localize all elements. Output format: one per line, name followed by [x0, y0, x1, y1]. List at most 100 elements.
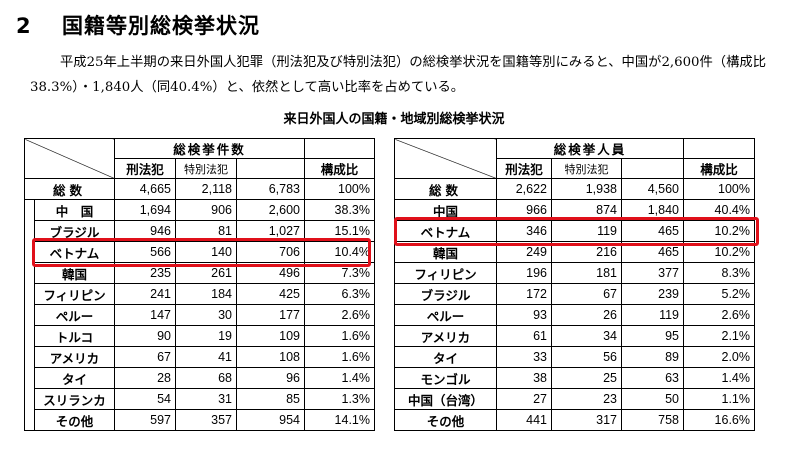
sum-cell: 119: [621, 304, 684, 326]
sum-cell: 95: [621, 325, 684, 347]
ratio-cell: 16.6%: [683, 409, 755, 431]
criminal-cell: 38: [496, 367, 552, 389]
group-header: 総検挙人員: [496, 138, 684, 159]
special-cell: 2,118: [175, 178, 237, 200]
table-row: 中国 966 874 1,840 40.4%: [394, 199, 755, 221]
criminal-cell: 90: [114, 325, 176, 347]
special-cell: 261: [175, 262, 237, 284]
sum-cell: 758: [621, 409, 684, 431]
criminal-cell: 54: [114, 388, 176, 410]
ratio-cell: 14.1%: [304, 409, 375, 431]
ratio-cell: 7.3%: [304, 262, 375, 284]
country-cell: アメリカ: [34, 346, 115, 368]
indent-cell: [24, 262, 35, 284]
table-row: ベトナム 566 140 706 10.4%: [24, 241, 375, 263]
table-row: ブラジル 946 81 1,027 15.1%: [24, 220, 375, 242]
table-row: タイ 33 56 89 2.0%: [394, 346, 755, 368]
table-row: 中国（台湾） 27 23 50 1.1%: [394, 388, 755, 410]
table-row: スリランカ 54 31 85 1.3%: [24, 388, 375, 410]
sum-cell: 177: [236, 304, 305, 326]
sum-cell: 1,840: [621, 199, 684, 221]
persons-table: 総検挙人員 刑法犯 特別法犯 構成比 総数 2,622 1,938 4,560 …: [394, 138, 755, 431]
sum-cell: 4,560: [621, 178, 684, 200]
ratio-cell: 100%: [683, 178, 755, 200]
special-cell: 874: [551, 199, 622, 221]
col-special: 特別法犯: [551, 158, 622, 179]
special-cell: 25: [551, 367, 622, 389]
indent-cell: [24, 325, 35, 347]
group-header: 総検挙件数: [114, 138, 305, 159]
table-row: アメリカ 61 34 95 2.1%: [394, 325, 755, 347]
ratio-cell: 10.4%: [304, 241, 375, 263]
col-ratio: 構成比: [683, 158, 755, 179]
col-special: 特別法犯: [175, 158, 237, 179]
special-cell: 56: [551, 346, 622, 368]
table-row: ブラジル 172 67 239 5.2%: [394, 283, 755, 305]
table-row: ベトナム 346 119 465 10.2%: [394, 220, 755, 242]
table-row: フィリピン 196 181 377 8.3%: [394, 262, 755, 284]
table-row: トルコ 90 19 109 1.6%: [24, 325, 375, 347]
special-cell: 34: [551, 325, 622, 347]
special-cell: 119: [551, 220, 622, 242]
criminal-cell: 61: [496, 325, 552, 347]
table-row: その他 597 357 954 14.1%: [24, 409, 375, 431]
ratio-cell: 100%: [304, 178, 375, 200]
col-sum: [236, 158, 305, 179]
ratio-cell: 38.3%: [304, 199, 375, 221]
country-cell: ブラジル: [394, 283, 497, 305]
special-cell: 906: [175, 199, 237, 221]
criminal-cell: 147: [114, 304, 176, 326]
sum-cell: 109: [236, 325, 305, 347]
criminal-cell: 172: [496, 283, 552, 305]
summary-paragraph: 平成25年上半期の来日外国人犯罪（刑法犯及び特別法犯）の総検挙状況を国籍等別にみ…: [30, 55, 766, 95]
ratio-cell: 1.4%: [304, 367, 375, 389]
special-cell: 19: [175, 325, 237, 347]
section-heading: 2 国籍等別総検挙状況: [16, 10, 260, 40]
criminal-cell: 597: [114, 409, 176, 431]
corner-cell: [24, 138, 115, 179]
criminal-cell: 566: [114, 241, 176, 263]
table-row: フィリピン 241 184 425 6.3%: [24, 283, 375, 305]
country-cell: 韓国: [394, 241, 497, 263]
sum-cell: 239: [621, 283, 684, 305]
criminal-cell: 4,665: [114, 178, 176, 200]
table-row: モンゴル 38 25 63 1.4%: [394, 367, 755, 389]
header-blank: [683, 138, 755, 159]
country-cell: その他: [34, 409, 115, 431]
sum-cell: 85: [236, 388, 305, 410]
criminal-cell: 346: [496, 220, 552, 242]
indent-cell: [24, 388, 35, 410]
criminal-cell: 67: [114, 346, 176, 368]
special-cell: 30: [175, 304, 237, 326]
ratio-cell: 1.1%: [683, 388, 755, 410]
table-row: ペルー 147 30 177 2.6%: [24, 304, 375, 326]
sum-cell: 108: [236, 346, 305, 368]
table-row: 韓国 249 216 465 10.2%: [394, 241, 755, 263]
special-cell: 140: [175, 241, 237, 263]
country-cell: その他: [394, 409, 497, 431]
country-cell: アメリカ: [394, 325, 497, 347]
ratio-cell: 2.6%: [304, 304, 375, 326]
special-cell: 67: [551, 283, 622, 305]
ratio-cell: 40.4%: [683, 199, 755, 221]
criminal-cell: 966: [496, 199, 552, 221]
ratio-cell: 2.0%: [683, 346, 755, 368]
ratio-cell: 1.3%: [304, 388, 375, 410]
special-cell: 23: [551, 388, 622, 410]
special-cell: 31: [175, 388, 237, 410]
country-cell: ベトナム: [394, 220, 497, 242]
cases-table: 総検挙件数 刑法犯 特別法犯 構成比 総数 4,665 2,118 6,783 …: [24, 138, 375, 431]
sum-cell: 2,600: [236, 199, 305, 221]
country-cell: ペルー: [34, 304, 115, 326]
col-ratio: 構成比: [304, 158, 375, 179]
sum-cell: 496: [236, 262, 305, 284]
special-cell: 1,938: [551, 178, 622, 200]
criminal-cell: 946: [114, 220, 176, 242]
sum-cell: 425: [236, 283, 305, 305]
country-cell: タイ: [394, 346, 497, 368]
table-row: アメリカ 67 41 108 1.6%: [24, 346, 375, 368]
section-title: 国籍等別総検挙状況: [62, 14, 260, 38]
ratio-cell: 15.1%: [304, 220, 375, 242]
sum-cell: 465: [621, 241, 684, 263]
ratio-cell: 10.2%: [683, 241, 755, 263]
